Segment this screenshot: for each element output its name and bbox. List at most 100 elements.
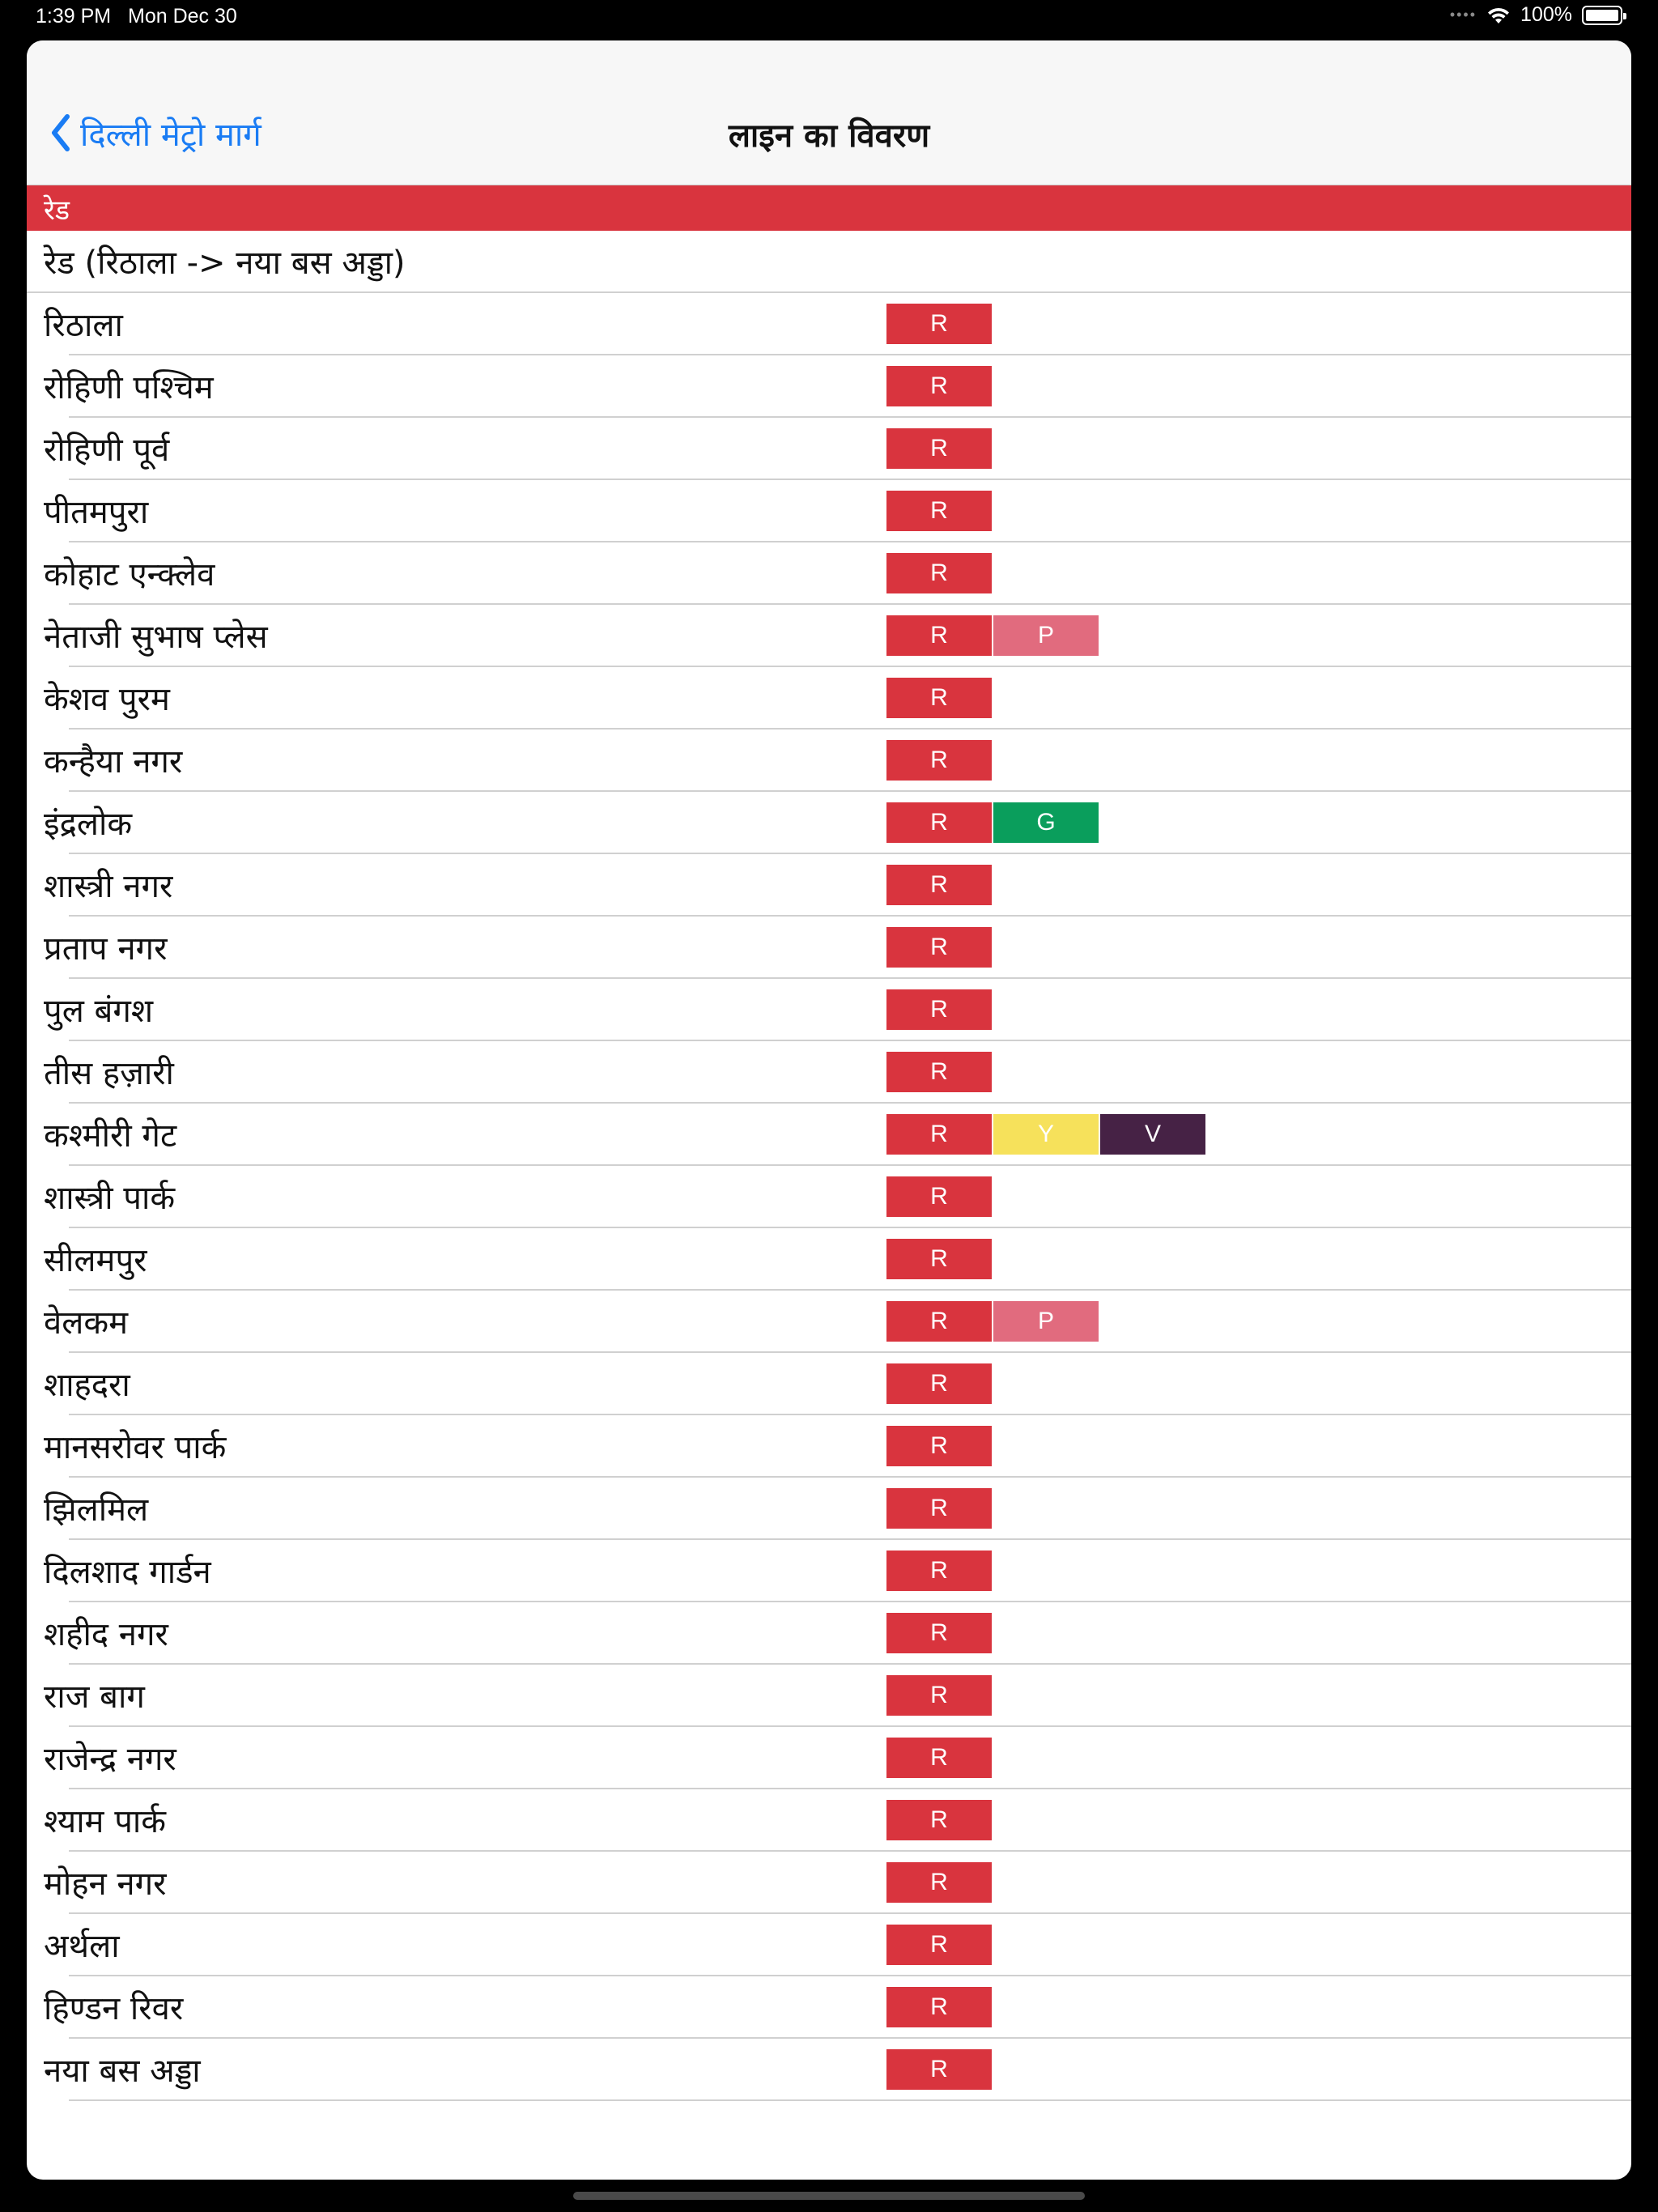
section-title: रेड bbox=[44, 194, 70, 227]
station-row[interactable]: रिठाला R bbox=[27, 293, 1631, 355]
station-row[interactable]: तीस हज़ारी R bbox=[27, 1041, 1631, 1104]
line-badges: R bbox=[886, 1800, 992, 1840]
line-badge: R bbox=[886, 989, 992, 1030]
station-row[interactable]: शहीद नगर R bbox=[27, 1602, 1631, 1665]
station-name: शास्त्री पार्क bbox=[44, 1180, 176, 1217]
station-row[interactable]: दिलशाद गार्डन R bbox=[27, 1540, 1631, 1602]
line-badges: R bbox=[886, 2049, 992, 2090]
chevron-left-icon bbox=[52, 114, 70, 151]
station-row[interactable]: नेताजी सुभाष प्लेस R P bbox=[27, 605, 1631, 667]
line-badges: R bbox=[886, 491, 992, 531]
station-row[interactable]: कोहाट एन्क्लेव R bbox=[27, 542, 1631, 605]
battery-icon bbox=[1582, 5, 1626, 25]
route-row[interactable]: रेड (रिठाला -> नया बस अड्डा) bbox=[27, 231, 1631, 293]
line-badges: R bbox=[886, 865, 992, 905]
station-row[interactable]: शास्त्री नगर R bbox=[27, 854, 1631, 917]
line-badges: R bbox=[886, 1176, 992, 1217]
station-row[interactable]: रोहिणी पश्चिम R bbox=[27, 355, 1631, 418]
line-badges: R bbox=[886, 1613, 992, 1653]
station-name: पीतमपुरा bbox=[44, 494, 149, 531]
line-badges: R bbox=[886, 1925, 992, 1965]
station-name: रोहिणी पूर्व bbox=[44, 432, 170, 469]
line-badges: R bbox=[886, 1675, 992, 1716]
station-name: राजेन्द्र नगर bbox=[44, 1741, 176, 1778]
home-indicator[interactable] bbox=[573, 2192, 1085, 2200]
line-badge: R bbox=[886, 802, 992, 843]
line-badge: R bbox=[886, 1862, 992, 1903]
station-row[interactable]: मोहन नगर R bbox=[27, 1852, 1631, 1914]
station-row[interactable]: झिलमिल R bbox=[27, 1478, 1631, 1540]
modal-sheet: दिल्ली मेट्रो मार्ग लाइन का विवरण रेड रे… bbox=[27, 40, 1631, 2180]
station-name: रोहिणी पश्चिम bbox=[44, 369, 214, 406]
station-name: नेताजी सुभाष प्लेस bbox=[44, 619, 268, 656]
station-name: नया बस अड्डा bbox=[44, 2052, 201, 2090]
station-name: शाहदरा bbox=[44, 1367, 130, 1404]
station-name: कोहाट एन्क्लेव bbox=[44, 556, 215, 593]
route-label: रेड (रिठाला -> नया बस अड्डा) bbox=[44, 245, 406, 282]
line-badge: R bbox=[886, 366, 992, 406]
line-badge: R bbox=[886, 615, 992, 656]
station-row[interactable]: केशव पुरम R bbox=[27, 667, 1631, 730]
station-row[interactable]: सीलमपुर R bbox=[27, 1228, 1631, 1291]
station-name: पुल बंगश bbox=[44, 993, 154, 1030]
station-row[interactable]: श्याम पार्क R bbox=[27, 1789, 1631, 1852]
line-badge: R bbox=[886, 927, 992, 968]
station-name: कन्हैया नगर bbox=[44, 743, 183, 781]
line-badge: R bbox=[886, 1363, 992, 1404]
line-badges: R bbox=[886, 366, 992, 406]
line-badges: R bbox=[886, 553, 992, 593]
station-name: अर्थला bbox=[44, 1928, 120, 1965]
station-row[interactable]: कश्मीरी गेट R Y V bbox=[27, 1104, 1631, 1166]
station-row[interactable]: शास्त्री पार्क R bbox=[27, 1166, 1631, 1228]
station-name: सीलमपुर bbox=[44, 1242, 147, 1279]
navigation-bar: दिल्ली मेट्रो मार्ग लाइन का विवरण bbox=[27, 40, 1631, 185]
station-name: केशव पुरम bbox=[44, 681, 170, 718]
station-name: वेलकम bbox=[44, 1304, 128, 1342]
status-date: Mon Dec 30 bbox=[128, 5, 237, 28]
station-row[interactable]: पीतमपुरा R bbox=[27, 480, 1631, 542]
station-name: हिण्डन रिवर bbox=[44, 1990, 184, 2027]
line-badge: R bbox=[886, 740, 992, 781]
station-name: दिलशाद गार्डन bbox=[44, 1554, 211, 1591]
status-indicators: •••• 100% bbox=[1450, 3, 1626, 27]
station-row[interactable]: मानसरोवर पार्क R bbox=[27, 1415, 1631, 1478]
line-badges: R bbox=[886, 1488, 992, 1529]
station-row[interactable]: इंद्रलोक R G bbox=[27, 792, 1631, 854]
line-badges: R bbox=[886, 1987, 992, 2027]
station-name: कश्मीरी गेट bbox=[44, 1117, 177, 1155]
line-badge: R bbox=[886, 1551, 992, 1591]
line-badge: R bbox=[886, 1052, 992, 1092]
station-row[interactable]: कन्हैया नगर R bbox=[27, 730, 1631, 792]
line-badge: V bbox=[1100, 1114, 1205, 1155]
line-badges: R bbox=[886, 1052, 992, 1092]
back-button[interactable]: दिल्ली मेट्रो मार्ग bbox=[49, 108, 261, 157]
station-name: शास्त्री नगर bbox=[44, 868, 173, 905]
line-badge: R bbox=[886, 1987, 992, 2027]
station-row[interactable]: वेलकम R P bbox=[27, 1291, 1631, 1353]
station-row[interactable]: अर्थला R bbox=[27, 1914, 1631, 1976]
line-badges: R bbox=[886, 1239, 992, 1279]
station-row[interactable]: राजेन्द्र नगर R bbox=[27, 1727, 1631, 1789]
station-row[interactable]: पुल बंगश R bbox=[27, 979, 1631, 1041]
station-row[interactable]: प्रताप नगर R bbox=[27, 917, 1631, 979]
line-badge: R bbox=[886, 1114, 992, 1155]
line-badges: R bbox=[886, 1862, 992, 1903]
line-badge: R bbox=[886, 491, 992, 531]
station-row[interactable]: हिण्डन रिवर R bbox=[27, 1976, 1631, 2039]
station-name: श्याम पार्क bbox=[44, 1803, 166, 1840]
station-row[interactable]: नया बस अड्डा R bbox=[27, 2039, 1631, 2101]
line-badge: R bbox=[886, 1738, 992, 1778]
station-row[interactable]: शाहदरा R bbox=[27, 1353, 1631, 1415]
station-row[interactable]: रोहिणी पूर्व R bbox=[27, 418, 1631, 480]
station-name: मानसरोवर पार्क bbox=[44, 1429, 227, 1466]
line-badges: R bbox=[886, 1738, 992, 1778]
line-badges: R bbox=[886, 678, 992, 718]
line-badge: R bbox=[886, 865, 992, 905]
station-row[interactable]: राज बाग R bbox=[27, 1665, 1631, 1727]
line-badge: R bbox=[886, 1488, 992, 1529]
line-badge: P bbox=[993, 1301, 1099, 1342]
line-badge: P bbox=[993, 615, 1099, 656]
